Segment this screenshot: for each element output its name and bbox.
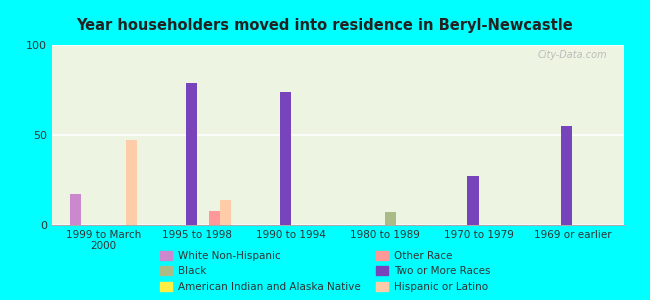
Bar (467, 176, 478, 225)
Bar (186, 83, 198, 225)
Bar (280, 92, 291, 225)
Bar (209, 211, 220, 225)
Bar (70, 194, 81, 225)
Bar (126, 140, 137, 225)
Bar (385, 212, 396, 225)
Text: Year householders moved into residence in Beryl-Newcastle: Year householders moved into residence i… (77, 18, 573, 33)
Bar (220, 200, 231, 225)
Legend: White Non-Hispanic, Black, American Indian and Alaska Native, Other Race, Two or: White Non-Hispanic, Black, American Indi… (160, 251, 490, 292)
Bar (561, 126, 573, 225)
Text: City-Data.com: City-Data.com (537, 50, 607, 60)
